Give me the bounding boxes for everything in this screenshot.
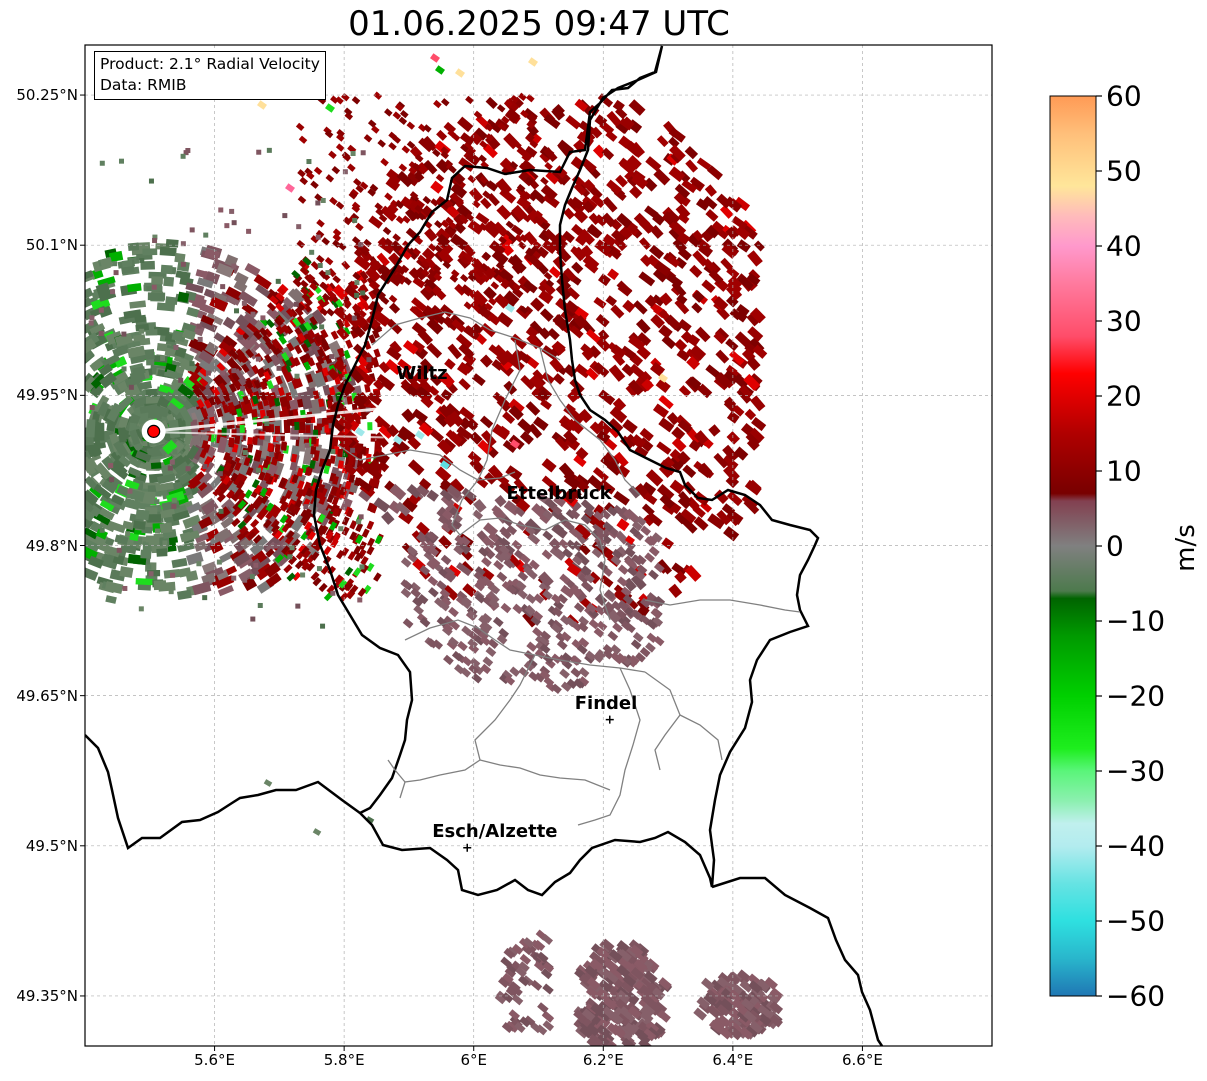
lon-tick-label: 6.6°E xyxy=(842,1051,883,1069)
lat-tick-label: 49.35°N xyxy=(16,986,78,1005)
colorbar-tick-label: 0 xyxy=(1106,529,1124,563)
lon-tick-label: 6°E xyxy=(460,1051,487,1069)
luxembourg-border xyxy=(312,45,820,897)
colorbar-tick-label: −10 xyxy=(1106,604,1166,638)
colorbar-tick-label: 40 xyxy=(1106,229,1142,263)
colorbar-tick-label: −60 xyxy=(1106,979,1166,1013)
colorbar xyxy=(1049,95,1102,997)
radar-echo-field xyxy=(85,53,784,1046)
colorbar-tick-label: 50 xyxy=(1106,154,1142,188)
axis-tickmarks xyxy=(80,94,863,1051)
radar-site-marker xyxy=(147,424,161,438)
colorbar-tick-label: −50 xyxy=(1106,904,1166,938)
city-marker xyxy=(463,843,472,852)
lat-tick-label: 49.95°N xyxy=(16,386,78,405)
colorbar-tick-label: 20 xyxy=(1106,379,1142,413)
colorbar-tickmarks xyxy=(1096,95,1102,997)
lat-tick-label: 50.25°N xyxy=(16,86,78,105)
map-title: 01.06.2025 09:47 UTC xyxy=(348,4,730,44)
city-label: Ettelbruck xyxy=(506,483,612,505)
city-label: Wiltz xyxy=(396,363,448,385)
data-source-label: Data: RMIB xyxy=(100,76,187,94)
lon-tick-label: 6.2°E xyxy=(582,1051,624,1069)
city-label: Esch/Alzette xyxy=(432,820,558,842)
colorbar-tick-label: −20 xyxy=(1106,679,1166,713)
city-marker xyxy=(605,715,614,724)
international-border-southwest xyxy=(85,734,361,851)
colorbar-fill xyxy=(1050,96,1096,996)
lat-tick-label: 49.5°N xyxy=(25,836,78,855)
colorbar-tick-label: 60 xyxy=(1106,79,1142,113)
colorbar-tick-label: 10 xyxy=(1106,454,1142,488)
city-markers xyxy=(463,715,614,852)
city-label: Findel xyxy=(574,692,638,714)
colorbar-tick-label: 30 xyxy=(1106,304,1142,338)
lat-tick-label: 49.65°N xyxy=(16,686,78,705)
lat-tick-label: 49.8°N xyxy=(25,536,78,555)
product-info-box: Product: 2.1° Radial Velocity Data: RMIB xyxy=(94,51,326,100)
product-label: Product: 2.1° Radial Velocity xyxy=(100,55,320,73)
canton-boundaries xyxy=(337,311,801,826)
colorbar-unit-label: m/s xyxy=(1171,524,1201,572)
lon-tick-label: 6.4°E xyxy=(712,1051,754,1069)
lon-tick-label: 5.8°E xyxy=(323,1051,365,1069)
colorbar-tick-label: −40 xyxy=(1106,829,1166,863)
lon-tick-label: 5.6°E xyxy=(194,1051,235,1069)
colorbar-tick-label: −30 xyxy=(1106,754,1166,788)
international-border-southeast xyxy=(711,876,884,1046)
lat-tick-label: 50.1°N xyxy=(25,236,78,255)
